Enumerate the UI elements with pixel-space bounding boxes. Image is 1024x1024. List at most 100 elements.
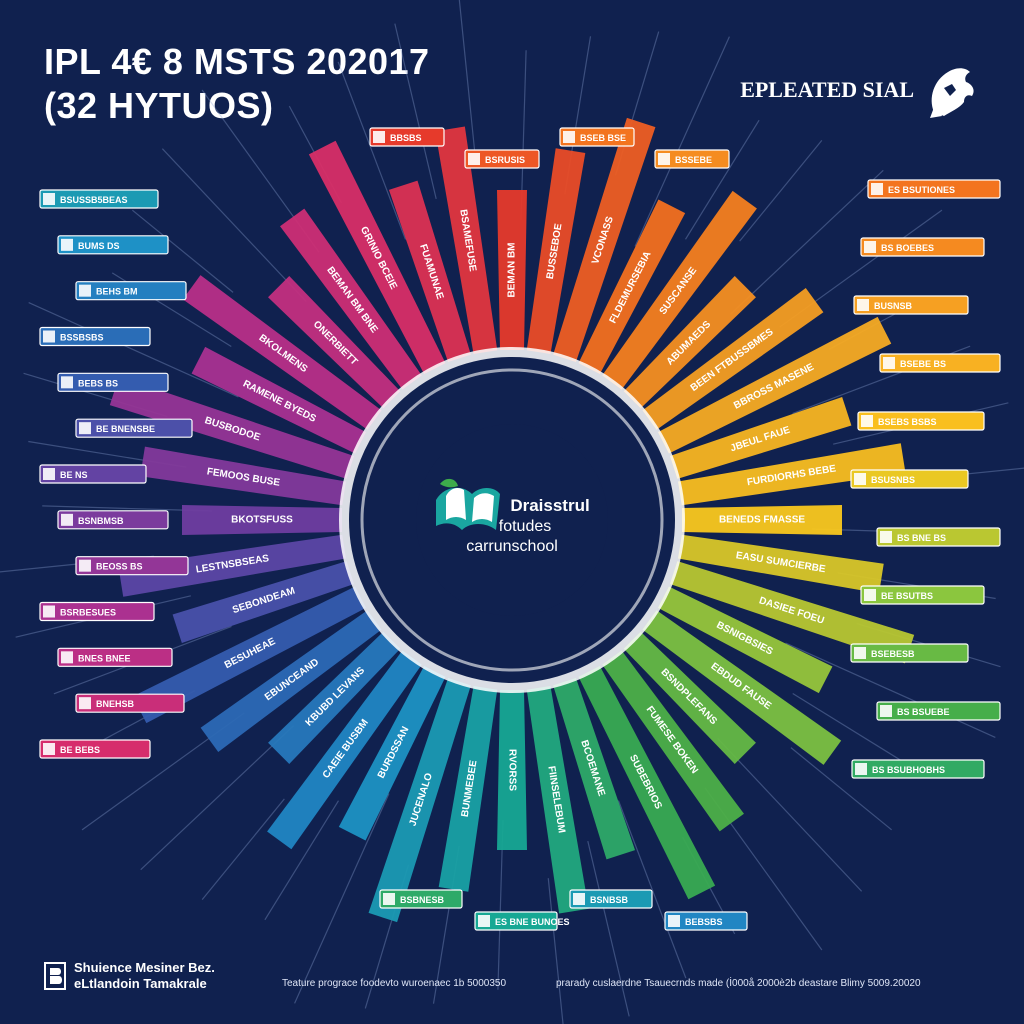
- tag-text: BEHS BM: [96, 287, 138, 297]
- callout-tag: BEHS BM: [75, 281, 187, 301]
- spoke-bar: [191, 346, 366, 454]
- spoke-label: BEMAN BM: [507, 243, 518, 298]
- spoke-bar: [438, 686, 498, 892]
- spoke-bar: [553, 117, 656, 363]
- tag-icon: [668, 915, 680, 927]
- spoke-bar: [578, 666, 716, 900]
- tag-icon: [373, 131, 385, 143]
- tag-box: [850, 643, 969, 663]
- tag-box: [559, 127, 635, 147]
- tag-icon: [61, 651, 73, 664]
- callout-tag: BSNBMSB: [57, 510, 169, 530]
- tag-box: [879, 353, 1001, 373]
- tag-text: BSUSSB5BEAS: [60, 195, 128, 205]
- spoke-bar: [172, 561, 355, 644]
- spoke: LESTNSBSEAS: [118, 534, 346, 597]
- tag-text: BS BSUEBE: [897, 707, 950, 717]
- tag-text: BBSBS: [390, 133, 422, 143]
- spoke: BUSBODOE: [109, 376, 355, 479]
- spoke-bar: [578, 199, 686, 374]
- tag-icon: [383, 893, 395, 905]
- background-ray: [201, 798, 285, 901]
- callout-tag: BUMS DS: [57, 235, 169, 255]
- tag-icon: [854, 647, 866, 659]
- tag-box: [75, 556, 189, 576]
- tag-icon: [61, 513, 73, 526]
- tag-text: BSNBMSB: [78, 516, 124, 526]
- tag-box: [39, 739, 151, 759]
- tag-text: BSEB BSE: [580, 133, 626, 143]
- footer-note-1: Teature prograce foodevto wuroenaec 1b 5…: [282, 978, 507, 989]
- callout-tag: BNEHSB: [75, 693, 185, 713]
- spoke-bar: [268, 276, 401, 409]
- callout-tag: ES BNE BUNOES: [474, 911, 570, 931]
- background-ray: [547, 878, 564, 1024]
- tag-icon: [79, 559, 91, 572]
- callout-tag: BS BOEBES: [860, 237, 985, 257]
- callout-tag: BS BSUBHOBHS: [851, 759, 985, 779]
- background-ray: [394, 23, 437, 199]
- footer-credit: Shuience Mesiner Bez. eLtlandoin Tamakra…: [44, 960, 215, 992]
- tag-icon: [573, 893, 585, 905]
- tag-box: [664, 911, 748, 931]
- tag-text: BSBNESB: [400, 895, 445, 905]
- spoke: BKOTSFUSS: [182, 505, 342, 535]
- spoke-bar: [267, 650, 422, 850]
- tag-text: BS BOEBES: [881, 243, 934, 253]
- callout-tag: BEBSBS: [664, 911, 748, 931]
- tag-text: BSRBESUES: [60, 608, 116, 618]
- tag-text: BSEBE BS: [900, 359, 946, 369]
- background-ray: [587, 841, 630, 1017]
- callout-tag: BSRBESUES: [39, 601, 155, 622]
- spoke-label: RVORSS: [506, 749, 517, 791]
- spoke-bar: [268, 631, 401, 764]
- spoke-bar: [497, 190, 527, 350]
- footer-line-2: eLtlandoin Tamakrale: [74, 976, 207, 991]
- leaf-book-logo-icon: [436, 478, 500, 530]
- tag-icon: [79, 284, 91, 297]
- callout-tag: BSRUSIS: [464, 149, 540, 169]
- background-ray: [140, 725, 295, 871]
- tag-box: [57, 235, 169, 255]
- spoke-bar: [132, 586, 366, 724]
- center-line-1: Draisstrul: [510, 496, 589, 515]
- spoke: BSAMEFUSE: [435, 126, 498, 354]
- callout-tag: BSNBSB: [569, 889, 653, 909]
- callout-tag: BSEBESB: [850, 643, 969, 663]
- tag-box: [39, 601, 155, 622]
- spoke: BUNMEBEE: [438, 686, 498, 892]
- tag-box: [57, 647, 173, 667]
- tag-icon: [79, 422, 91, 435]
- tag-text: BSEBESB: [871, 649, 915, 659]
- tag-text: BEBS BS: [78, 378, 118, 388]
- spoke: BUSSEBOE: [526, 148, 586, 354]
- background-ray: [161, 148, 307, 303]
- tag-box: [867, 179, 1001, 199]
- tag-icon: [880, 705, 892, 717]
- tag-text: BEBSBS: [685, 917, 723, 927]
- spoke-bar: [678, 443, 906, 506]
- callout-tag: ES BSUTIONES: [867, 179, 1001, 199]
- background-ray: [28, 302, 239, 398]
- tag-text: BE NS: [60, 470, 88, 480]
- background-ray: [634, 36, 730, 247]
- tag-icon: [79, 697, 91, 710]
- tag-box: [57, 372, 169, 392]
- tag-icon: [861, 415, 873, 427]
- lion-mascot-icon: [930, 68, 974, 118]
- spoke-bar: [602, 190, 757, 390]
- background-ray: [717, 737, 863, 892]
- spoke-bar: [435, 126, 498, 354]
- spoke-bar: [118, 534, 346, 597]
- spoke-bar: [553, 677, 636, 860]
- tag-icon: [43, 193, 55, 205]
- tag-icon: [883, 357, 895, 369]
- spoke: FURDIORHS BEBE: [678, 443, 906, 506]
- tag-icon: [43, 468, 55, 480]
- tag-icon: [61, 376, 73, 389]
- spoke-bar: [642, 288, 824, 430]
- callout-tag: BSBNESB: [379, 889, 463, 909]
- callout-tag: BUSNSB: [853, 295, 969, 315]
- spoke-bar: [368, 677, 471, 923]
- spoke: FIINSELEBUM: [526, 686, 589, 914]
